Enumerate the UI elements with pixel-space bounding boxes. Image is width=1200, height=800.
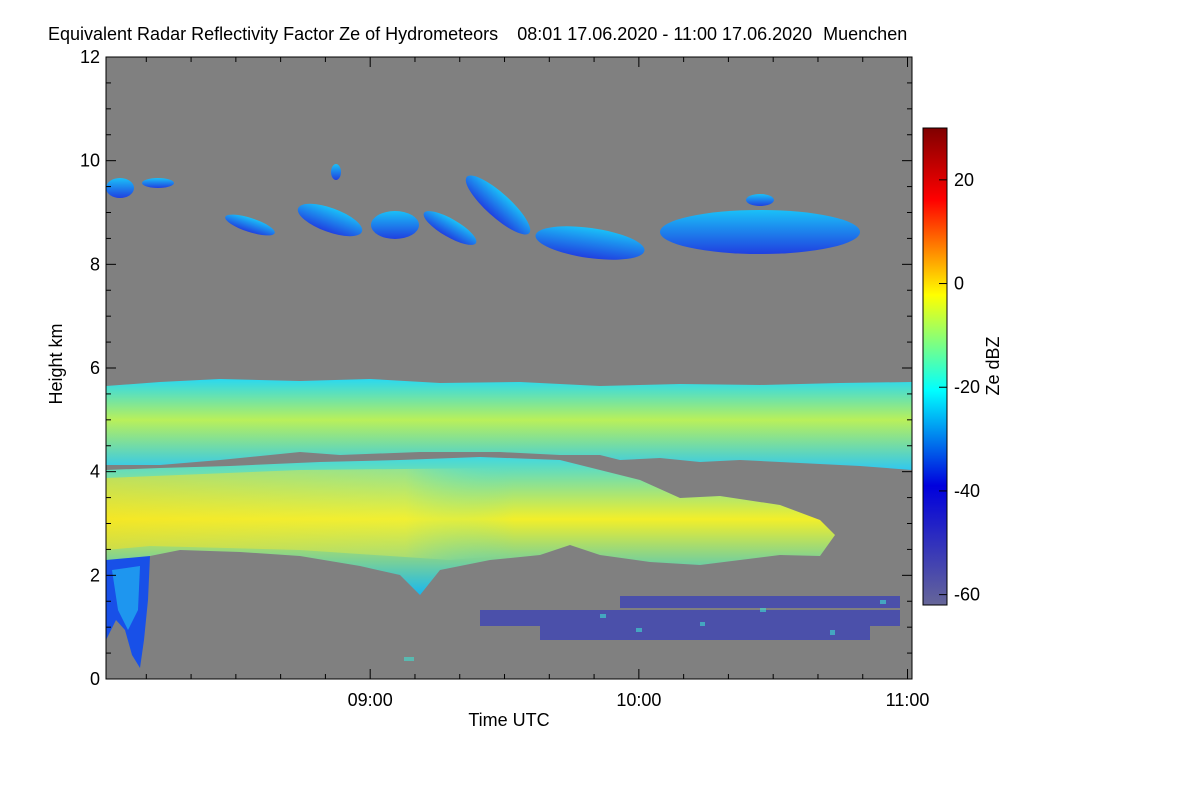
fall-streak-left-edge (112, 566, 140, 630)
y-axis-label: Height km (46, 323, 66, 404)
colorbar-tick-label: -60 (954, 585, 980, 605)
lower-cloud-core (106, 468, 650, 560)
low-clutter-speckle (404, 600, 886, 661)
x-axis: 09:00 10:00 11:00 (145, 57, 930, 710)
x-axis-label: Time UTC (468, 710, 549, 730)
y-tick-label: 2 (90, 565, 100, 585)
x-tick-label: 10:00 (616, 690, 661, 710)
y-tick-label: 6 (90, 358, 100, 378)
y-tick-label: 0 (90, 669, 100, 689)
colorbar-tick-label: 0 (954, 274, 964, 294)
y-tick-label: 12 (80, 47, 100, 67)
x-tick-label: 11:00 (886, 690, 930, 710)
upper-cloud-layer (106, 379, 912, 470)
chart-title: Equivalent Radar Reflectivity Factor Ze … (48, 24, 907, 44)
x-tick-label: 09:00 (348, 690, 393, 710)
reflectivity-field (106, 164, 912, 668)
colorbar (922, 127, 948, 606)
plot-area (106, 57, 912, 679)
colorbar-axis: 20 0 -20 -40 -60 (939, 170, 980, 605)
colorbar-tick-label: 20 (954, 170, 974, 190)
colorbar-tick-label: -40 (954, 481, 980, 501)
cirrus-layer (106, 164, 860, 260)
y-axis: 0 2 4 6 8 10 12 (80, 47, 912, 689)
colorbar-label: Ze dBZ (983, 336, 1003, 395)
y-tick-label: 8 (90, 254, 100, 274)
colorbar-tick-label: -20 (954, 377, 980, 397)
y-tick-label: 4 (90, 462, 100, 482)
low-clutter (480, 596, 900, 640)
y-tick-label: 10 (80, 151, 100, 171)
